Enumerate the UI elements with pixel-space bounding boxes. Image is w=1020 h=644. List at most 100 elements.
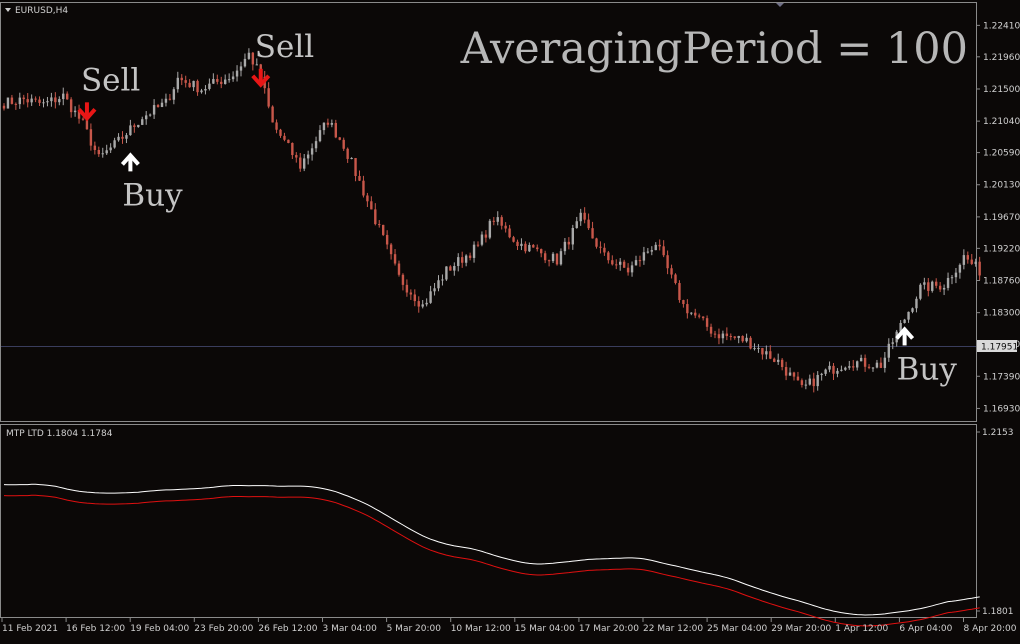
candle [571,224,574,250]
candle [389,242,393,260]
buy-signal: Buy [895,326,957,387]
candle-body [239,66,243,71]
candle [694,308,697,319]
candle-body [626,267,630,273]
candle [30,94,33,106]
candle-body [457,257,460,267]
candle-body [753,348,756,350]
candle [101,147,104,158]
candle-body [366,195,369,202]
candle [555,253,559,266]
candle-body [836,370,839,374]
candle-body [255,64,258,66]
candle-body [804,384,808,386]
symbol-menu-triangle-icon[interactable] [5,8,11,12]
price-axis[interactable]: 1.22410 1.21960 1.21500 1.21040 1.20590 1.201… [976,21,1020,414]
candle-body [303,158,306,169]
candle [188,79,191,88]
candle [800,378,804,388]
candle-body [350,157,353,159]
candle-body [678,283,681,301]
candle-body [780,359,784,368]
candle-body [555,253,559,265]
candle [14,102,18,110]
candle-body [267,88,270,107]
candle [220,76,223,89]
sell-signal-label: Sell [255,29,314,65]
candle [445,266,448,281]
candle-body [484,234,488,238]
candle [713,330,717,339]
candle-body [168,98,172,100]
candle-body [93,145,97,150]
candle-body [800,380,804,385]
candle-body [18,97,21,105]
candle [769,345,772,360]
indicator-label: MTP LTD 1.1804 1.1784 [6,429,113,439]
candle [224,74,227,85]
candle [591,221,594,239]
candle-body [547,260,551,262]
candle-body [887,343,890,358]
candle [777,353,780,365]
candle [630,261,634,277]
time-axis[interactable]: 11 Feb 2021 16 Feb 12:00 19 Feb 04:00 23 Fe… [1,618,1017,634]
candle-body [978,261,981,276]
candle-body [599,246,602,248]
indicator-axis[interactable]: 1.2153 1.1801 [976,428,1014,617]
candle-body [516,241,519,247]
candle [374,203,377,226]
buy-signal: Buy [120,152,183,213]
candle [287,139,290,144]
candle-body [540,249,543,254]
candle-body [946,277,950,288]
candle [409,289,413,300]
candle-series [2,48,981,393]
candle-body [476,244,480,246]
candle [717,328,721,345]
candle [682,299,685,308]
candle [875,359,879,369]
candle-body [524,243,527,252]
price-tick-label: 1.22410 [983,21,1020,31]
candle [824,368,827,377]
candle [243,53,247,68]
sell-arrow-head-icon [251,74,271,88]
candle-body [425,302,428,305]
candle [950,274,954,285]
candle-body [152,105,156,115]
candle-body [453,266,456,271]
candle [619,258,622,271]
chart-shift-marker[interactable] [776,3,784,7]
candle-body [777,359,780,362]
time-tick-label: 25 Mar 04:00 [707,624,767,634]
candle-body [879,362,883,368]
candle-body [848,366,851,368]
candle [828,361,831,373]
candle [417,296,420,313]
candle-body [172,89,176,100]
time-tick-label: 23 Feb 20:00 [194,624,253,634]
candle-body [788,372,792,376]
candle [836,368,839,378]
candle-body [441,279,444,281]
current-price-box [977,340,1017,352]
candle [563,238,567,255]
symbol-title[interactable]: EURUSD,H4 [15,6,68,16]
candle-body [927,282,930,291]
candle [6,97,10,109]
buy-arrow-head-icon [120,152,140,166]
candle [690,312,693,316]
candle [2,103,6,111]
price-tick-label: 1.19220 [983,244,1020,254]
candle-body [662,246,665,256]
candle-body [397,263,401,275]
candle [382,224,385,237]
candle [658,239,661,251]
candle [480,231,484,247]
candle-body [58,99,61,103]
candle-body [468,255,472,258]
candle [938,282,942,293]
